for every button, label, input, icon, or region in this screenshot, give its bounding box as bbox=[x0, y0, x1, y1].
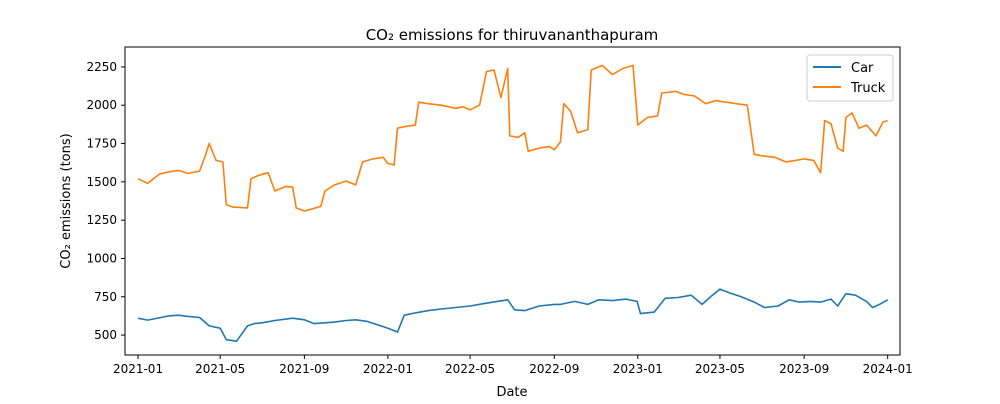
x-tick-label: 2022-01 bbox=[363, 362, 413, 376]
y-tick-label: 1500 bbox=[86, 175, 117, 189]
series-line-truck bbox=[137, 64, 888, 212]
series-line-car bbox=[137, 288, 889, 342]
x-tick-label: 2021-01 bbox=[113, 362, 163, 376]
y-tick-label: 500 bbox=[94, 328, 117, 342]
legend-label-truck: Truck bbox=[850, 81, 886, 96]
chart-title: CO₂ emissions for thiruvananthapuram bbox=[366, 26, 659, 44]
plot-frame bbox=[124, 46, 901, 356]
x-tick-label: 2023-05 bbox=[695, 362, 745, 376]
y-tick-label: 1000 bbox=[86, 251, 117, 265]
legend-label-car: Car bbox=[851, 61, 874, 76]
y-tick-label: 1250 bbox=[86, 213, 117, 227]
x-tick-label: 2024-01 bbox=[863, 362, 913, 376]
y-tick-label: 2250 bbox=[86, 60, 117, 74]
x-tick-label: 2022-05 bbox=[445, 362, 495, 376]
y-tick-label: 2000 bbox=[86, 98, 117, 112]
x-axis-label: Date bbox=[496, 385, 527, 400]
x-axis-ticks: 2021-01 2021-05 2021-09 2022-01 2022-05 2022-… bbox=[113, 355, 913, 376]
x-tick-label: 2023-09 bbox=[779, 362, 829, 376]
x-tick-label: 2023-01 bbox=[613, 362, 663, 376]
x-tick-label: 2021-05 bbox=[195, 362, 245, 376]
y-tick-label: 1750 bbox=[86, 137, 117, 151]
y-tick-label: 750 bbox=[94, 290, 117, 304]
x-tick-label: 2022-09 bbox=[529, 362, 579, 376]
series-layer bbox=[137, 64, 889, 342]
x-tick-label: 2021-09 bbox=[279, 362, 329, 376]
y-axis-ticks: 500 750 1000 1250 1500 1750 2000 2250 bbox=[86, 60, 125, 342]
y-axis-label: CO₂ emissions (tons) bbox=[59, 133, 74, 268]
legend: Car Truck bbox=[806, 54, 894, 102]
